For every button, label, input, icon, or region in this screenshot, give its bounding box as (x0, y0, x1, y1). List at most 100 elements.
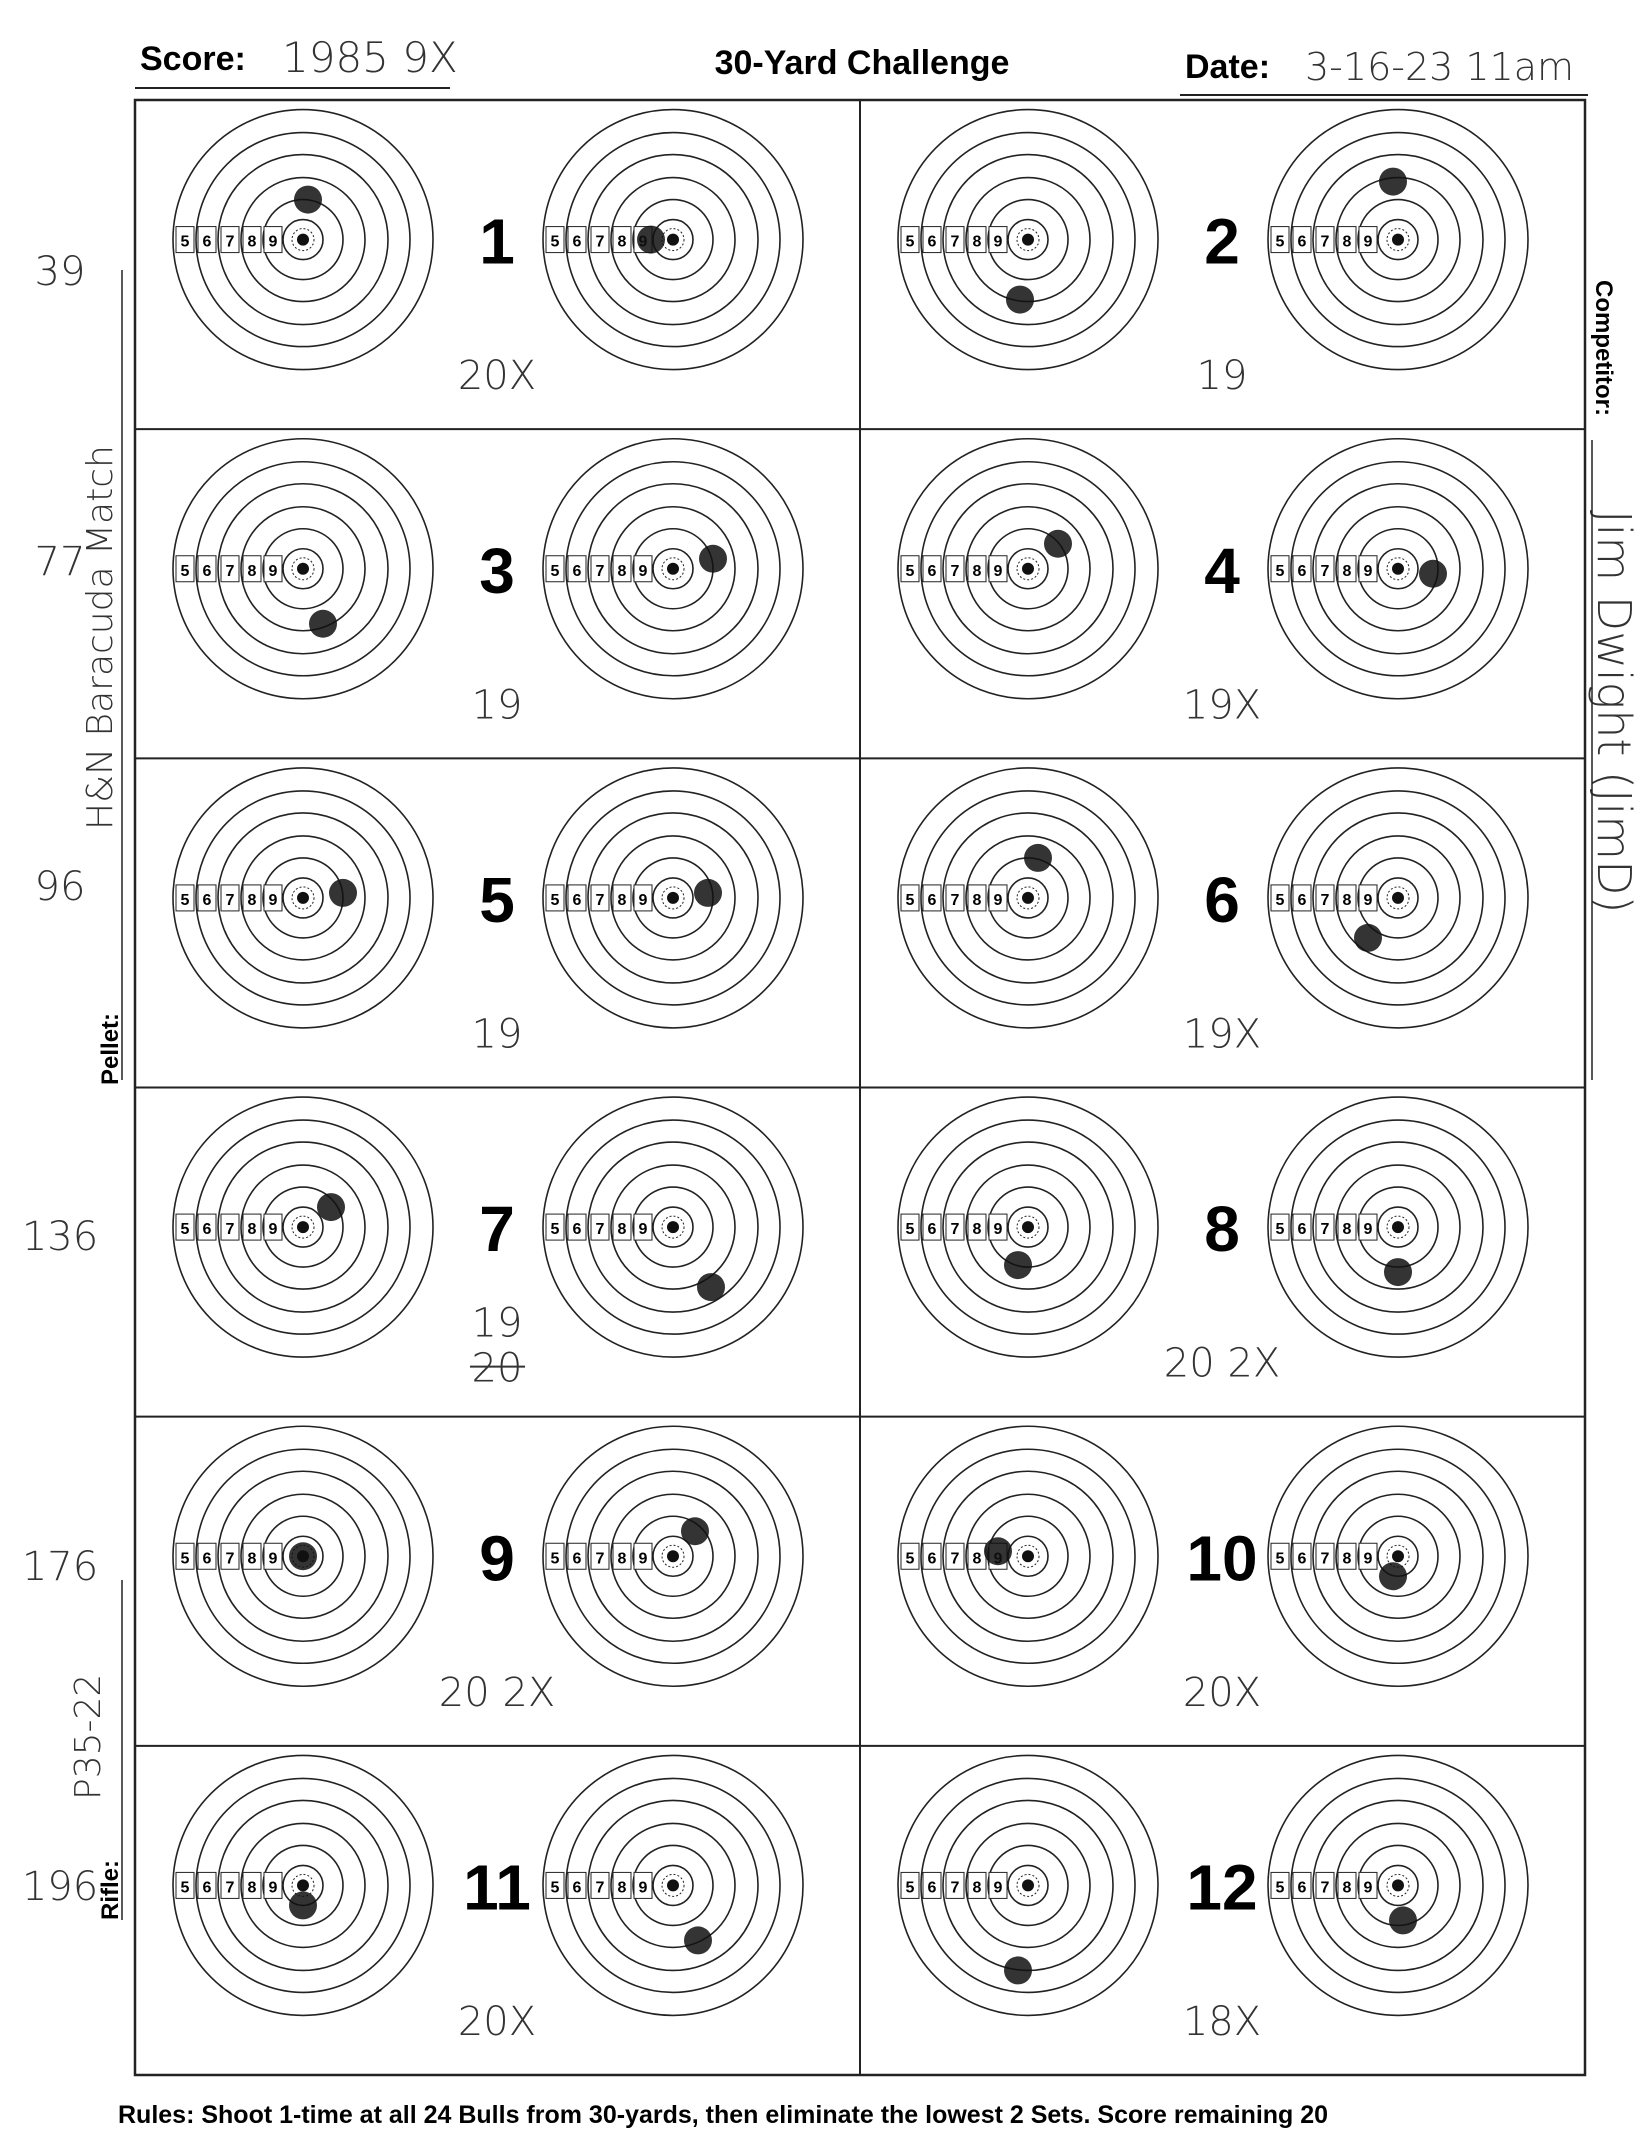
ring-label: 6 (928, 1221, 937, 1238)
target-ring (1007, 1864, 1049, 1907)
ring-label-box (263, 1871, 283, 1899)
ring-label-box (1292, 1213, 1312, 1241)
ring-label-box (590, 1542, 610, 1570)
target-ring (610, 1164, 736, 1290)
ring-label: 9 (639, 563, 648, 580)
ring-label-box (612, 226, 632, 254)
ring-label-box (567, 1213, 587, 1241)
ring-label-box (1292, 884, 1312, 912)
ring-label: 7 (596, 1879, 605, 1896)
target-ring (1290, 460, 1506, 677)
ring-label-box (1358, 555, 1378, 583)
ring-label: 6 (1298, 1879, 1307, 1896)
ring-label-box (590, 555, 610, 583)
set-score: 20X (1183, 1670, 1261, 1716)
target-ring (195, 1777, 411, 1994)
competitor-label: Competitor: (1590, 280, 1617, 416)
set-number: 1 (479, 206, 515, 278)
ring-label-box (197, 884, 217, 912)
ring-label-box (175, 555, 195, 583)
target-ring (1290, 1448, 1506, 1665)
ring-label: 8 (248, 892, 257, 909)
bullseye-ring (291, 228, 315, 252)
ring-label-box (1337, 555, 1357, 583)
target-ring (542, 1754, 804, 2017)
target-ring (282, 218, 324, 261)
ring-label: 7 (596, 1221, 605, 1238)
bullseye (297, 1879, 309, 1892)
bullet-hole (1389, 1906, 1417, 1935)
ring-label-box (612, 1213, 632, 1241)
ring-label-box (633, 1213, 653, 1241)
target-ring (587, 482, 759, 655)
bullseye (1022, 1550, 1034, 1563)
ring-label-box (1337, 1542, 1357, 1570)
ring-label: 7 (951, 892, 960, 909)
ring-label-box (967, 1871, 987, 1899)
bullet-hole (681, 1517, 709, 1546)
ring-label: 6 (203, 563, 212, 580)
ring-label: 8 (973, 1221, 982, 1238)
target-ring (1007, 877, 1049, 919)
ring-label-box (545, 226, 565, 254)
ring-label-box (922, 884, 942, 912)
ring-label-box (988, 884, 1008, 912)
ring-label: 9 (994, 234, 1003, 251)
ring-label-box (922, 555, 942, 583)
ring-label-box (590, 1213, 610, 1241)
bullseye-ring (1016, 557, 1040, 581)
ring-label-box (1270, 1542, 1290, 1570)
target-ring (240, 505, 366, 632)
ring-label: 7 (951, 1879, 960, 1896)
ring-label-box (900, 884, 920, 912)
ring-label-box (545, 1213, 565, 1241)
target-ring (217, 812, 389, 984)
ring-label: 6 (573, 563, 582, 580)
ring-label: 6 (1298, 563, 1307, 580)
ring-label-box (1270, 884, 1290, 912)
running-total: 77 (35, 539, 86, 585)
target-ring (262, 1844, 344, 1927)
ring-label-box (197, 226, 217, 254)
ring-label-box (922, 1871, 942, 1899)
ring-label: 6 (928, 563, 937, 580)
ring-label: 5 (906, 1221, 915, 1238)
target-ring (1335, 1164, 1461, 1290)
set-number: 12 (1186, 1851, 1257, 1923)
rifle-name: P35-22 (68, 1674, 109, 1800)
target-ring (195, 1119, 411, 1335)
target-ring (542, 1096, 804, 1358)
running-total: 196 (22, 1864, 98, 1910)
bullet-hole (1354, 923, 1382, 952)
ring-label-box (567, 884, 587, 912)
ring-label: 8 (973, 892, 982, 909)
target-ring (632, 198, 714, 281)
target-ring (1335, 1493, 1461, 1620)
bullet-hole (1419, 559, 1447, 588)
ring-label-box (988, 555, 1008, 583)
ring-label-box (263, 1542, 283, 1570)
ring-label: 7 (951, 563, 960, 580)
ring-label: 5 (1276, 1879, 1285, 1896)
ring-label-box (220, 884, 240, 912)
ring-label-box (1315, 1213, 1335, 1241)
target-ring (240, 1164, 366, 1290)
ring-label: 8 (973, 563, 982, 580)
ring-label: 7 (951, 234, 960, 251)
ring-label: 9 (994, 892, 1003, 909)
bullseye-ring (1016, 1215, 1040, 1239)
bullseye-ring (1386, 1215, 1410, 1239)
ring-label: 9 (639, 1550, 648, 1567)
ring-label-box (1292, 1542, 1312, 1570)
target-ring (217, 1470, 389, 1643)
ring-label-box (612, 1542, 632, 1570)
set-score: 20X (458, 353, 536, 399)
ring-label: 6 (1298, 234, 1307, 251)
ring-label: 9 (639, 1879, 648, 1896)
set-score: 19X (1183, 1012, 1261, 1058)
bullseye (667, 233, 679, 246)
ring-label-box (1337, 226, 1357, 254)
bullseye (297, 1221, 309, 1234)
ring-label: 5 (551, 234, 560, 251)
ring-label-box (900, 1213, 920, 1241)
